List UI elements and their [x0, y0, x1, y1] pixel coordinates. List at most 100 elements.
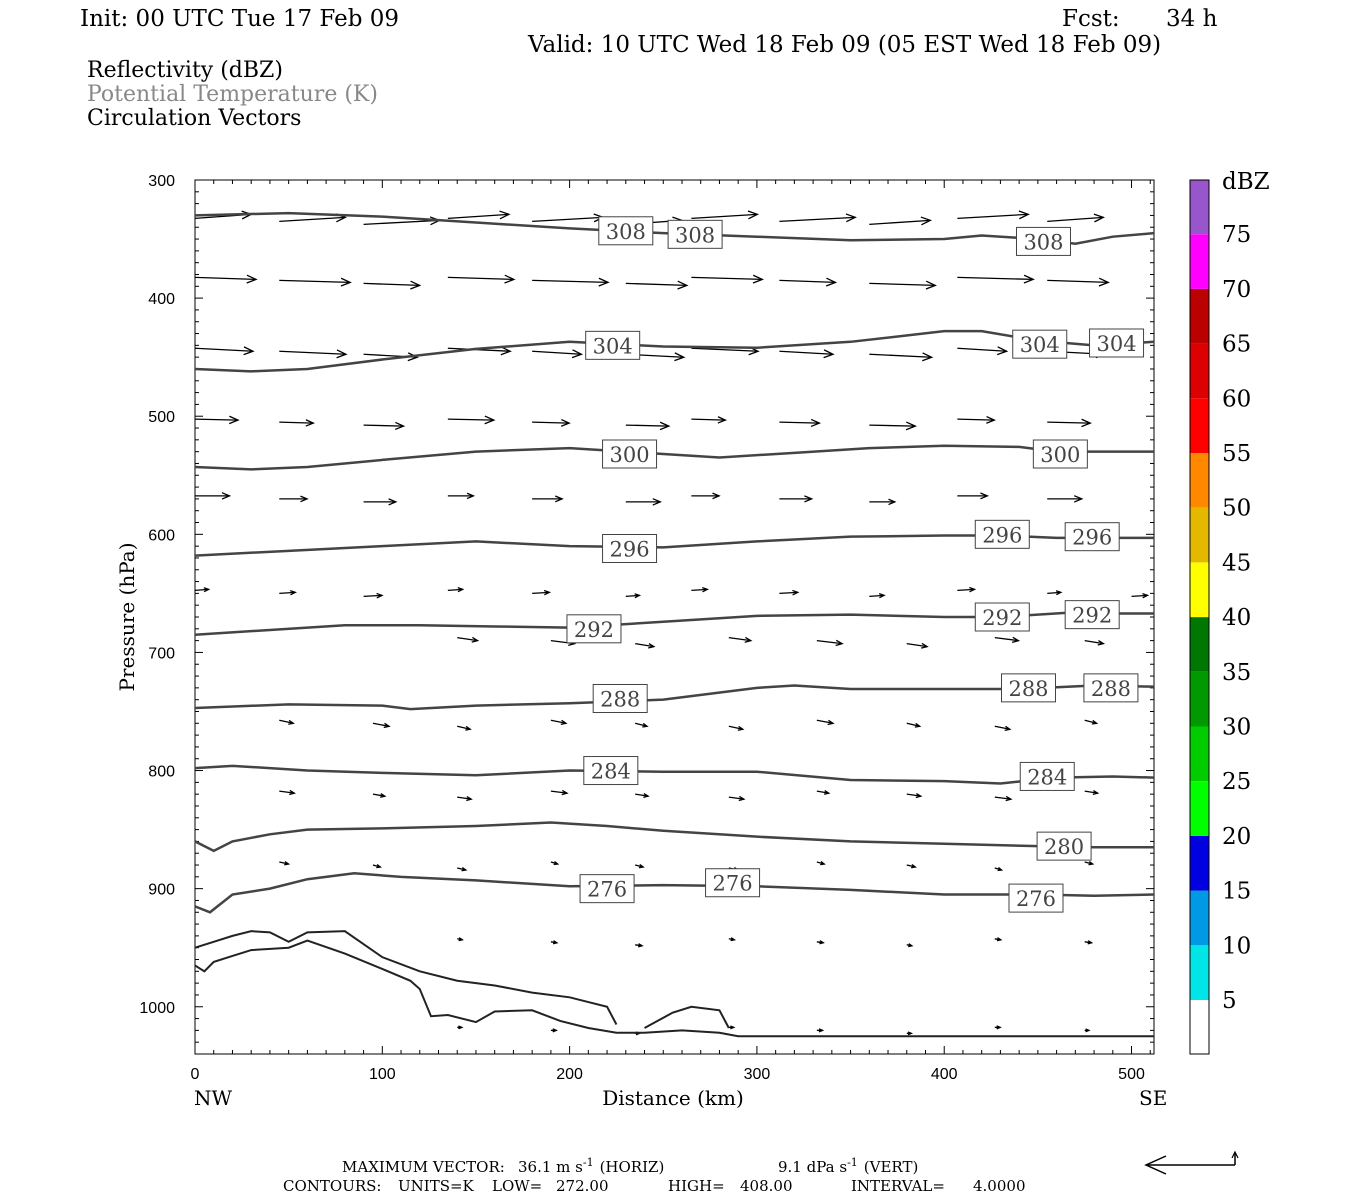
circulation-vector-head [819, 940, 825, 945]
circulation-vector [906, 793, 921, 797]
circulation-vector [532, 350, 582, 355]
x-tick-label: 100 [369, 1066, 396, 1083]
circulation-vector [869, 594, 885, 598]
max-vector-horiz: 36.1 m s-1 (HORIZ) [518, 1156, 664, 1176]
colorbar-level-label: 40 [1222, 605, 1251, 631]
theta-label-box [1089, 328, 1145, 358]
circulation-vector-head [571, 349, 584, 359]
theta-label-box [667, 219, 723, 249]
theta-label: 304 [1096, 332, 1136, 356]
circulation-vector [457, 796, 472, 800]
colorbar-swatch [1190, 562, 1209, 618]
theta-contour-280 [194, 821, 1154, 853]
circulation-vector-head [457, 587, 465, 593]
circulation-vector-head [1093, 213, 1106, 223]
circulation-vector-head [997, 866, 1004, 872]
theta-label-box [1032, 439, 1088, 469]
circulation-vector-head [638, 863, 645, 869]
circulation-vector-head [552, 1028, 558, 1033]
circulation-vector [194, 347, 254, 352]
legend-reflectivity: Reflectivity (dBZ) [87, 58, 283, 83]
theta-label: 292 [982, 606, 1022, 630]
x-tick-label: 500 [1118, 1066, 1145, 1083]
circulation-vector-head [554, 495, 564, 503]
circulation-vector-head [827, 719, 835, 726]
theta-label-box [1012, 329, 1068, 359]
theta-label: 288 [1008, 677, 1048, 701]
circulation-vector-head [1081, 418, 1092, 428]
circulation-vector [691, 347, 759, 352]
circulation-vector [550, 790, 568, 794]
theta-contour-276 [194, 872, 1155, 914]
colorbar-level-label: 35 [1222, 660, 1251, 686]
reflectivity-contour [644, 1005, 730, 1029]
circulation-vector-head [499, 210, 511, 220]
circulation-vector [447, 418, 494, 421]
circulation-vector [279, 790, 295, 794]
circulation-vector-head [458, 1025, 464, 1030]
circulation-vector-head [300, 495, 309, 503]
circulation-vector-head [737, 725, 745, 731]
circulation-vector-head [1091, 719, 1099, 725]
theta-label: 304 [593, 334, 633, 358]
circulation-vector [363, 424, 404, 427]
contours-units: UNITS=K [398, 1177, 475, 1195]
contours-label: CONTOURS: [283, 1177, 381, 1195]
theta-label: 296 [1072, 526, 1112, 550]
circulation-vector [447, 588, 463, 592]
x-tick-label: 300 [744, 1066, 771, 1083]
dbz-colorbar: 5 10 15 20 25 30 35 40 45 50 55 60 65 70 75 [1189, 179, 1251, 1055]
circulation-vector-head [845, 213, 857, 223]
circulation-vector-head [1085, 1028, 1091, 1033]
circulation-vector [779, 350, 834, 355]
circulation-vector [1047, 591, 1061, 595]
circulation-vector [447, 213, 509, 219]
circulation-vector-head [1018, 210, 1030, 220]
circulation-vector [1047, 421, 1091, 424]
theta-label: 300 [1040, 443, 1080, 467]
circulation-vector [779, 216, 856, 222]
circulation-vector [779, 279, 836, 284]
circulation-vector-head [747, 210, 760, 220]
colorbar-level-label: 10 [1222, 933, 1251, 959]
colorbar-level-label: 30 [1222, 715, 1251, 741]
theta-label-box [974, 602, 1030, 632]
circulation-vector [1131, 594, 1148, 598]
circulation-vector [957, 347, 1007, 352]
circulation-vector-head [410, 280, 422, 290]
theta-label: 292 [574, 618, 614, 642]
circulation-vector-head [986, 415, 996, 424]
reflectivity-contour [194, 930, 618, 1025]
circulation-vector [779, 591, 798, 595]
circulation-vector-head [908, 943, 914, 948]
circulation-vector-head [552, 940, 559, 945]
circulation-vector-head [730, 937, 737, 942]
circulation-vector [625, 424, 669, 427]
circulation-vector-head [560, 719, 568, 725]
theta-label-box [1015, 226, 1071, 256]
theta-contour-296 [194, 534, 1154, 557]
circulation-vector [816, 719, 834, 724]
circulation-vector-head [466, 795, 473, 802]
circulation-vector-head [289, 789, 296, 796]
circulation-vector-head [484, 415, 496, 425]
theta-label-box [602, 533, 658, 563]
circulation-vector [728, 796, 744, 800]
theta-label: 276 [713, 872, 753, 896]
x-axis-left-label: NW [194, 1086, 233, 1110]
circulation-vector-head [996, 1025, 1002, 1030]
circulation-vector-head [925, 280, 937, 290]
circulation-vector [869, 219, 931, 225]
circulation-vector-head [818, 1028, 825, 1033]
x-axis-title: Distance (km) [602, 1086, 744, 1110]
circulation-vector-head [744, 636, 753, 643]
theta-label: 296 [982, 523, 1022, 547]
theta-label-box [1001, 673, 1057, 703]
circulation-vector-head [980, 492, 989, 500]
circulation-vector-head [922, 352, 934, 362]
contours-low-value: 272.00 [556, 1177, 609, 1195]
colorbar-swatch [1190, 726, 1209, 782]
circulation-vector [1084, 639, 1104, 645]
circulation-vector-head [1004, 725, 1012, 731]
circulation-vector-head [810, 418, 822, 428]
